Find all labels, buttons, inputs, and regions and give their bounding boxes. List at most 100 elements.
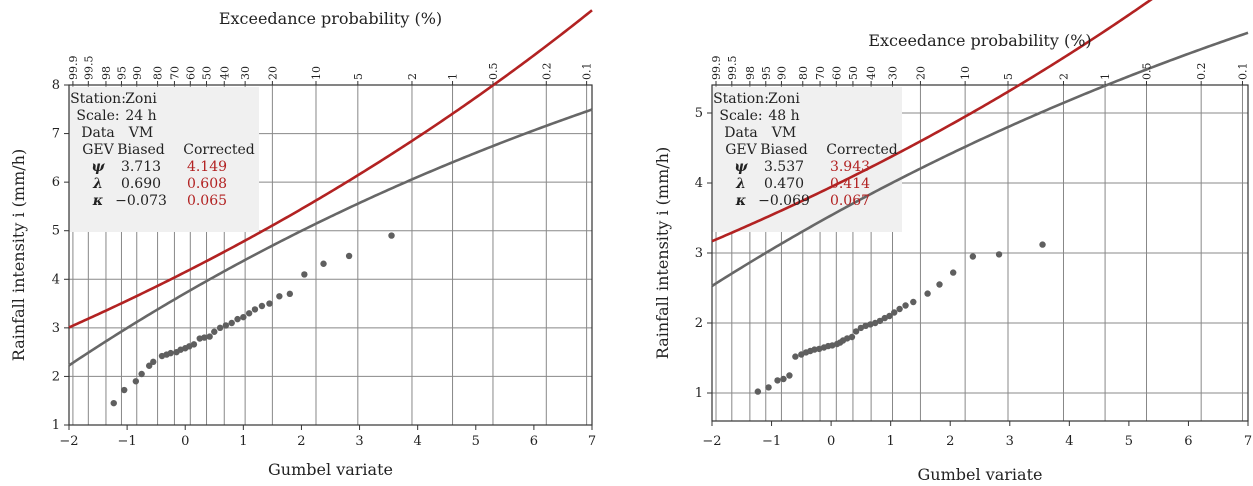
table-corrected-value: 0.067 [830,193,870,209]
data-point [765,384,772,391]
data-point [301,271,308,278]
data-point [852,328,860,335]
top-tick-label: 60 [184,66,197,80]
top-tick-label: 60 [830,66,843,80]
data-point [924,290,931,297]
y-tick-label: 8 [52,78,60,93]
data-point [896,305,903,313]
y-tick-label: 3 [52,321,60,336]
data-point [1039,241,1046,248]
table-station-value: Zoni [125,91,157,107]
data-point [857,324,865,332]
data-point [811,346,818,353]
data-point [792,353,799,360]
data-point [936,281,943,288]
x-tick-label: 5 [1125,434,1133,449]
top-tick-label: 50 [847,66,860,80]
data-point [881,314,888,322]
y-tick-label: 6 [52,175,60,190]
table-corrected-value: 3.943 [830,159,870,175]
data-point [876,317,884,325]
data-point [234,315,241,323]
top-tick-label: 0.2 [1195,63,1208,81]
top-tick-label: 2 [1057,73,1070,80]
table-corrected-value: 0.414 [830,176,870,192]
top-tick-label: 0.1 [581,63,594,81]
table-data-label: Data [81,125,115,141]
data-point [245,310,253,317]
top-tick-label: 10 [959,66,972,80]
x-tick-label: 0 [181,434,189,449]
data-point [891,309,898,316]
top-tick-label: 80 [152,66,165,80]
data-point [798,351,805,358]
top-tick-label: 0.5 [487,63,500,81]
data-point [167,349,174,357]
top-axis-title: Exceedance probability (%) [868,31,1091,50]
data-point [786,372,793,379]
x-tick-label: 2 [946,434,954,449]
table-station-value: Zoni [768,91,800,107]
data-point [266,300,273,307]
data-point [995,251,1003,258]
x-axis-title: Gumbel variate [268,460,393,479]
data-point [121,386,128,394]
data-point [206,333,213,340]
top-tick-label: 95 [115,66,128,80]
table-param-symbol: λ [735,176,746,192]
table-corrected-header: Corrected [183,142,255,158]
y-tick-label: 1 [52,418,60,433]
table-param-symbol: ψ [91,159,105,175]
chart-panel-1: −2 −1 0 1 2 3 4 5 6 7 1 2 3 4 5 6 7 8 99.9 99.5 98 95 90 80 70 60… [9,9,596,479]
table-scale-value: 24 h [125,108,156,124]
x-tick-label: 3 [1006,434,1014,449]
table-scale-label: Scale: [76,108,119,124]
y-tick-label: 5 [52,224,60,239]
data-point [228,319,235,327]
data-point [345,252,353,260]
x-tick-label: 6 [530,434,538,449]
x-tick-label: 4 [414,434,422,449]
top-tick-label: 0.2 [540,63,553,81]
data-point [201,334,208,341]
y-tick-label: 2 [52,369,60,384]
x-tick-label: 1 [887,434,895,449]
y-tick-label: 4 [52,272,60,287]
top-axis-title: Exceedance probability (%) [219,9,442,28]
table-corrected-header: Corrected [826,142,898,158]
table-biased-value: 0.470 [764,176,804,192]
data-point [780,375,787,383]
data-point [871,319,879,327]
top-tick-label: 5 [352,73,365,80]
data-point [216,324,224,332]
table-data-value: VM [771,125,796,141]
table-biased-value: 0.690 [121,176,161,192]
corrected-gev-curve [711,0,1153,243]
top-tick-label: 10 [310,66,323,80]
x-tick-label: 1 [239,434,247,449]
top-tick-label: 99.9 [710,56,723,81]
data-point [240,313,247,321]
data-point [910,298,917,306]
data-point [886,312,893,320]
table-param-symbol: ψ [734,159,748,175]
top-tick-label: 90 [131,66,144,80]
x-tick-label: 5 [472,434,480,449]
top-tick-label: 99.5 [726,56,739,81]
x-tick-label: 7 [588,434,596,449]
top-tick-label: 1 [447,73,460,80]
data-point [258,302,266,310]
table-param-symbol: κ [92,193,104,209]
data-point [774,377,781,384]
y-tick-label: 2 [695,316,703,331]
x-axis-title: Gumbel variate [918,465,1043,484]
data-point [950,269,957,276]
top-tick-label: 90 [775,66,788,80]
top-tick-label: 30 [239,66,252,80]
top-tick-label: 99.5 [82,56,95,81]
x-tick-label: −2 [59,434,78,449]
data-point [286,290,294,298]
table-gev-label: GEV [82,142,114,158]
x-tick-label: 0 [827,434,835,449]
biased-gev-curve [711,31,1249,288]
